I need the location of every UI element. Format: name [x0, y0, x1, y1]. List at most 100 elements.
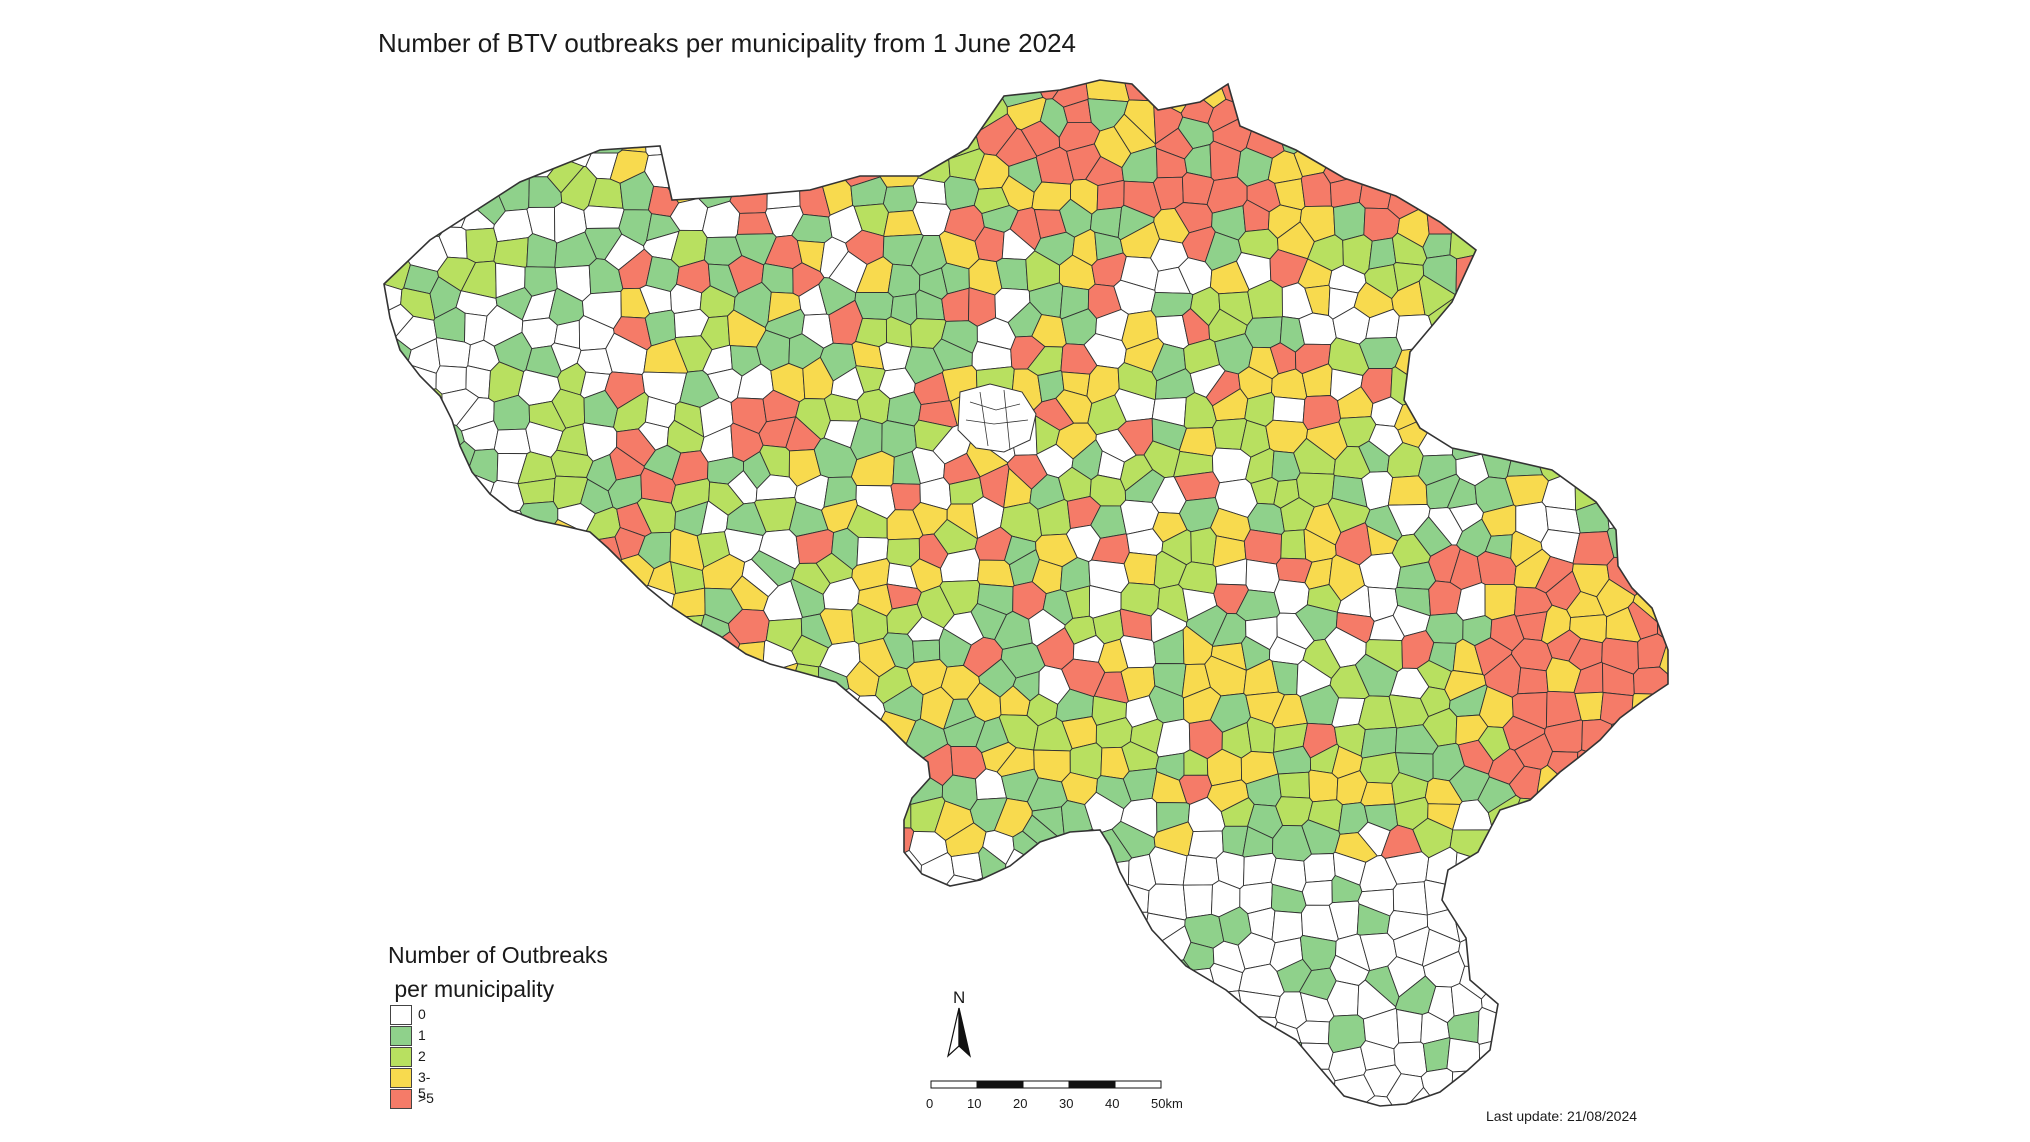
municipality	[1083, 1017, 1125, 1057]
municipality	[493, 394, 531, 431]
municipality	[1540, 795, 1573, 833]
municipality	[736, 1, 778, 79]
municipality	[1490, 957, 1521, 989]
municipality	[1551, 876, 1588, 909]
municipality	[1483, 80, 1523, 110]
municipality	[1654, 569, 1668, 608]
municipality	[488, 96, 523, 126]
municipality	[733, 1077, 771, 1106]
municipality	[426, 721, 463, 758]
municipality	[428, 614, 470, 651]
municipality	[384, 210, 417, 249]
municipality	[886, 538, 921, 568]
municipality	[1568, 799, 1605, 833]
municipality	[977, 1049, 1005, 1082]
municipality	[852, 797, 888, 831]
municipality	[1597, 777, 1635, 815]
municipality	[1507, 174, 1542, 206]
municipality	[1187, 1020, 1218, 1052]
municipality	[1544, 1046, 1582, 1079]
municipality	[580, 799, 615, 830]
municipality	[1477, 1006, 1514, 1045]
municipality	[770, 958, 796, 992]
municipality	[607, 98, 646, 131]
municipality	[1418, 184, 1455, 212]
municipality	[1519, 80, 1556, 111]
municipality	[495, 80, 524, 103]
municipality	[394, 692, 431, 735]
municipality	[384, 343, 386, 382]
municipality	[1577, 97, 1607, 129]
municipality	[912, 177, 947, 205]
municipality	[700, 981, 739, 1024]
municipality	[1670, 681, 1747, 744]
municipality	[1296, 1020, 1330, 1045]
municipality	[880, 902, 915, 943]
municipality	[1508, 256, 1543, 294]
municipality	[1602, 206, 1637, 237]
municipality	[845, 96, 886, 124]
municipality	[484, 556, 527, 586]
municipality	[1572, 531, 1615, 566]
municipality	[493, 237, 529, 268]
municipality	[1599, 444, 1640, 475]
municipality	[1580, 343, 1611, 379]
municipality	[1395, 3, 1431, 77]
municipality	[1517, 667, 1549, 695]
municipality	[459, 713, 498, 752]
municipality	[644, 126, 686, 157]
municipality	[1660, 919, 1668, 961]
municipality	[1365, 0, 1404, 77]
municipality	[1657, 605, 1668, 641]
municipality	[1548, 290, 1576, 322]
municipality	[398, 772, 440, 812]
municipality	[524, 667, 563, 699]
municipality	[384, 719, 408, 760]
municipality	[1387, 475, 1428, 506]
municipality	[426, 691, 462, 724]
municipality	[1514, 360, 1553, 393]
municipality	[1538, 318, 1580, 355]
municipality	[699, 916, 737, 942]
municipality	[384, 559, 411, 594]
municipality	[710, 1016, 739, 1051]
municipality	[400, 804, 438, 837]
municipality	[1235, 97, 1274, 128]
municipality	[972, 911, 1012, 942]
municipality	[1542, 905, 1582, 942]
municipality	[799, 820, 831, 857]
municipality	[826, 80, 857, 81]
municipality	[764, 691, 791, 727]
municipality	[798, 707, 834, 750]
municipality	[1452, 80, 1490, 104]
municipality	[1453, 851, 1487, 892]
municipality	[1094, 909, 1125, 938]
legend-label-1: 1	[418, 1027, 426, 1043]
municipality	[648, 685, 688, 722]
municipality	[1065, 0, 1115, 75]
municipality	[406, 480, 444, 519]
municipality	[1303, 853, 1336, 883]
municipality	[794, 1008, 836, 1042]
municipality	[469, 871, 504, 912]
municipality	[1093, 1030, 1132, 1071]
municipality	[1573, 306, 1607, 346]
municipality	[428, 557, 466, 590]
municipality	[793, 1093, 832, 1106]
municipality	[825, 1071, 857, 1103]
municipality	[1428, 80, 1457, 102]
municipality	[1627, 927, 1662, 962]
municipality	[1570, 1006, 1612, 1048]
municipality	[1516, 929, 1551, 965]
municipality	[1576, 816, 1612, 851]
municipality	[431, 122, 473, 160]
municipality	[1629, 959, 1665, 989]
municipality	[573, 717, 610, 763]
municipality	[1030, 902, 1062, 936]
municipality	[1535, 764, 1570, 805]
municipality	[879, 80, 917, 107]
municipality	[1341, 2, 1371, 75]
municipality	[1506, 388, 1546, 425]
municipality	[852, 720, 888, 750]
municipality	[1208, 990, 1244, 1028]
